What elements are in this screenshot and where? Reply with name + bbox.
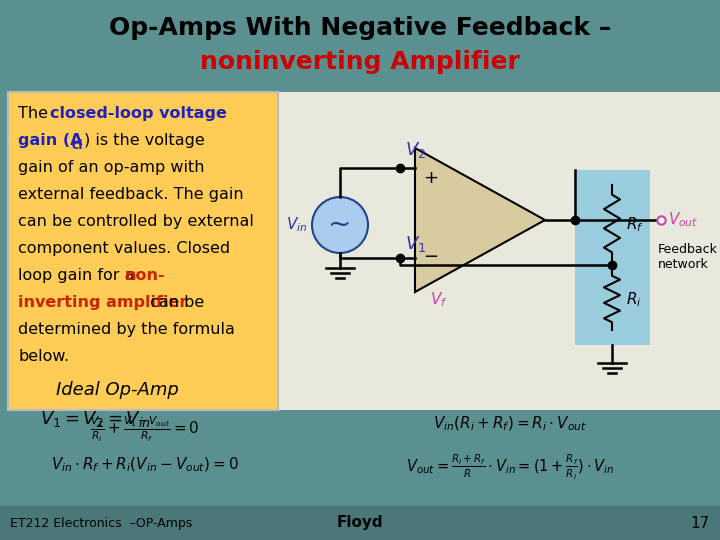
Text: Feedback
network: Feedback network bbox=[658, 243, 718, 271]
Text: $V_1 = V_2 = V_{in}$: $V_1 = V_2 = V_{in}$ bbox=[40, 409, 150, 429]
Text: external feedback. The gain: external feedback. The gain bbox=[18, 187, 243, 202]
Text: $\frac{V_1}{R_i} + \frac{V_1 - V_{out}}{R_f} = 0$: $\frac{V_1}{R_i} + \frac{V_1 - V_{out}}{… bbox=[90, 415, 199, 444]
Text: can be: can be bbox=[145, 295, 204, 310]
Text: component values. Closed: component values. Closed bbox=[18, 241, 230, 256]
Text: non-: non- bbox=[125, 268, 166, 283]
Text: −: − bbox=[423, 248, 438, 266]
FancyBboxPatch shape bbox=[575, 170, 650, 345]
Text: $V_{in} \cdot R_f + R_i(V_{in} - V_{out}) = 0$: $V_{in} \cdot R_f + R_i(V_{in} - V_{out}… bbox=[51, 456, 239, 475]
FancyBboxPatch shape bbox=[0, 0, 720, 88]
Text: $R_i$: $R_i$ bbox=[626, 291, 642, 309]
Text: gain (A: gain (A bbox=[18, 133, 83, 148]
Polygon shape bbox=[415, 148, 545, 292]
Text: can be controlled by external: can be controlled by external bbox=[18, 214, 254, 229]
Text: +: + bbox=[423, 169, 438, 187]
FancyBboxPatch shape bbox=[0, 506, 720, 540]
Text: $V_{out}$: $V_{out}$ bbox=[668, 211, 698, 229]
Text: closed-loop voltage: closed-loop voltage bbox=[50, 106, 227, 121]
Text: ET212 Electronics  –OP-Amps: ET212 Electronics –OP-Amps bbox=[10, 516, 192, 530]
Text: 17: 17 bbox=[690, 516, 710, 530]
Text: noninverting Amplifier: noninverting Amplifier bbox=[200, 50, 520, 74]
FancyBboxPatch shape bbox=[8, 92, 278, 410]
Text: $V_f$: $V_f$ bbox=[430, 290, 448, 309]
Text: ~: ~ bbox=[328, 211, 351, 239]
Text: The: The bbox=[18, 106, 53, 121]
Text: Op-Amps With Negative Feedback –: Op-Amps With Negative Feedback – bbox=[109, 16, 611, 40]
Text: inverting amplifier: inverting amplifier bbox=[18, 295, 187, 310]
Text: $V_{out} = \frac{R_i + R_f}{R} \cdot V_{in} = (1 + \frac{R_f}{R_i}) \cdot V_{in}: $V_{out} = \frac{R_i + R_f}{R} \cdot V_{… bbox=[406, 453, 614, 482]
Text: $V_1$: $V_1$ bbox=[405, 234, 426, 254]
Text: Floyd: Floyd bbox=[337, 516, 383, 530]
Text: $V_{in}(R_i + R_f) = R_i \cdot V_{out}$: $V_{in}(R_i + R_f) = R_i \cdot V_{out}$ bbox=[433, 415, 587, 434]
Text: cl: cl bbox=[72, 139, 84, 152]
Text: Ideal Op-Amp: Ideal Op-Amp bbox=[56, 381, 179, 400]
Circle shape bbox=[312, 197, 368, 253]
Text: determined by the formula: determined by the formula bbox=[18, 322, 235, 337]
Text: $R_f$: $R_f$ bbox=[626, 215, 644, 234]
Text: ) is the voltage: ) is the voltage bbox=[84, 133, 204, 148]
Text: $V_2$: $V_2$ bbox=[405, 140, 426, 160]
FancyBboxPatch shape bbox=[278, 92, 720, 410]
Text: loop gain for a: loop gain for a bbox=[18, 268, 140, 283]
Text: below.: below. bbox=[18, 349, 69, 364]
Text: $V_{in}$: $V_{in}$ bbox=[286, 215, 307, 234]
Text: gain of an op-amp with: gain of an op-amp with bbox=[18, 160, 204, 175]
